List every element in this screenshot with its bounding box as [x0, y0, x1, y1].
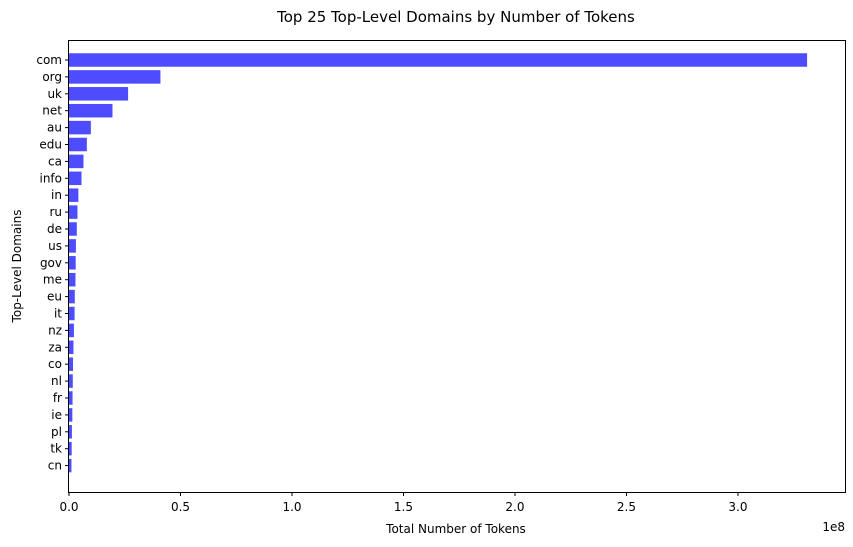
bar-me — [69, 272, 76, 287]
bar-it — [69, 306, 75, 321]
bar-in — [69, 188, 79, 202]
y-tick-label-uk: uk — [47, 87, 62, 101]
chart-title: Top 25 Top-Level Domains by Number of To… — [276, 8, 635, 26]
y-tick-label-org: org — [42, 70, 62, 84]
bar-edu — [69, 137, 87, 152]
y-tick-label-eu: eu — [47, 290, 62, 304]
y-ticks-group: com org uk net au edu ca info in ru de us gov me eu it n… — [36, 53, 69, 473]
y-tick-label-info: info — [39, 171, 62, 185]
x-tick-label: 1.0 — [282, 500, 301, 514]
bar-nz — [69, 323, 74, 338]
x-offset-label: 1e8 — [822, 520, 845, 534]
y-tick-label-me: me — [43, 273, 62, 287]
y-tick-label-nz: nz — [48, 323, 62, 337]
bar-ie — [69, 408, 73, 422]
bar-net — [69, 103, 113, 118]
bar-nl — [69, 374, 73, 388]
bar-gov — [69, 256, 76, 270]
y-tick-label-cn: cn — [48, 459, 62, 473]
y-tick-label-com: com — [36, 53, 62, 67]
y-tick-label-gov: gov — [40, 256, 62, 270]
y-tick-label-pl: pl — [51, 425, 62, 439]
bar-cn — [69, 458, 72, 473]
bar-com — [69, 53, 808, 67]
x-tick-label: 0.5 — [171, 500, 190, 514]
y-tick-label-ru: ru — [49, 205, 62, 219]
y-tick-label-de: de — [47, 222, 62, 236]
y-tick-label-ca: ca — [48, 154, 62, 168]
x-axis-label: Total Number of Tokens — [385, 522, 526, 536]
plot-frame — [68, 40, 846, 493]
y-tick-label-net: net — [42, 104, 62, 118]
bar-uk — [69, 87, 129, 101]
y-tick-label-it: it — [54, 307, 62, 321]
bar-ru — [69, 205, 78, 219]
bar-za — [69, 340, 74, 355]
y-tick-label-us: us — [48, 239, 62, 253]
bar-co — [69, 357, 74, 371]
bar-info — [69, 171, 82, 186]
y-tick-label-ie: ie — [51, 408, 62, 422]
x-ticks-group: 0.0 0.5 1.0 1.5 2.0 2.5 3.0 — [59, 492, 748, 514]
y-tick-label-za: za — [48, 340, 62, 354]
x-tick-label: 3.0 — [728, 500, 747, 514]
bar-us — [69, 239, 76, 253]
x-tick-label: 0.0 — [59, 500, 78, 514]
bar-pl — [69, 425, 72, 439]
y-tick-label-in: in — [51, 188, 62, 202]
y-tick-label-co: co — [48, 357, 62, 371]
bar-tk — [69, 441, 72, 456]
x-tick-label: 2.0 — [505, 500, 524, 514]
y-tick-label-tk: tk — [50, 442, 62, 456]
y-tick-label-au: au — [47, 121, 62, 135]
y-tick-label-nl: nl — [51, 374, 62, 388]
bar-au — [69, 120, 91, 135]
y-axis-label: Top-Level Domains — [10, 210, 24, 324]
x-tick-label: 1.5 — [394, 500, 413, 514]
bar-de — [69, 222, 77, 236]
bar-ca — [69, 154, 84, 169]
bar-fr — [69, 391, 73, 405]
y-tick-label-fr: fr — [53, 391, 62, 405]
x-tick-label: 2.5 — [617, 500, 636, 514]
bars-group — [69, 53, 808, 473]
bar-eu — [69, 289, 75, 304]
bar-org — [69, 70, 161, 84]
y-tick-label-edu: edu — [39, 138, 62, 152]
